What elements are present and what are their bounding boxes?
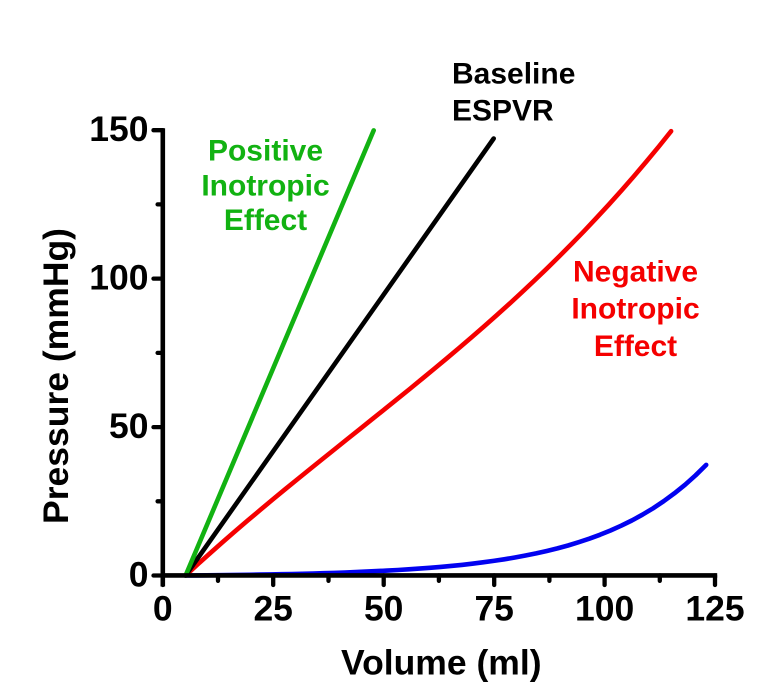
svg-text:Baseline: Baseline: [452, 58, 575, 91]
svg-text:Pressure (mmHg): Pressure (mmHg): [36, 228, 76, 524]
svg-text:0: 0: [129, 555, 149, 595]
svg-text:100: 100: [575, 588, 634, 628]
svg-text:0: 0: [153, 588, 173, 628]
svg-text:Inotropic: Inotropic: [571, 293, 699, 326]
svg-text:25: 25: [253, 588, 293, 628]
svg-text:75: 75: [474, 588, 514, 628]
svg-text:Negative: Negative: [573, 256, 698, 289]
svg-text:Inotropic: Inotropic: [201, 169, 329, 202]
svg-text:Positive: Positive: [208, 135, 323, 168]
svg-text:150: 150: [89, 109, 148, 149]
svg-text:Effect: Effect: [224, 204, 307, 237]
svg-text:Effect: Effect: [594, 330, 677, 363]
svg-text:50: 50: [109, 406, 149, 446]
svg-text:100: 100: [89, 258, 148, 298]
svg-text:Volume (ml): Volume (ml): [341, 643, 542, 683]
svg-text:50: 50: [364, 588, 404, 628]
svg-text:ESPVR: ESPVR: [452, 94, 554, 127]
svg-text:125: 125: [685, 588, 744, 628]
